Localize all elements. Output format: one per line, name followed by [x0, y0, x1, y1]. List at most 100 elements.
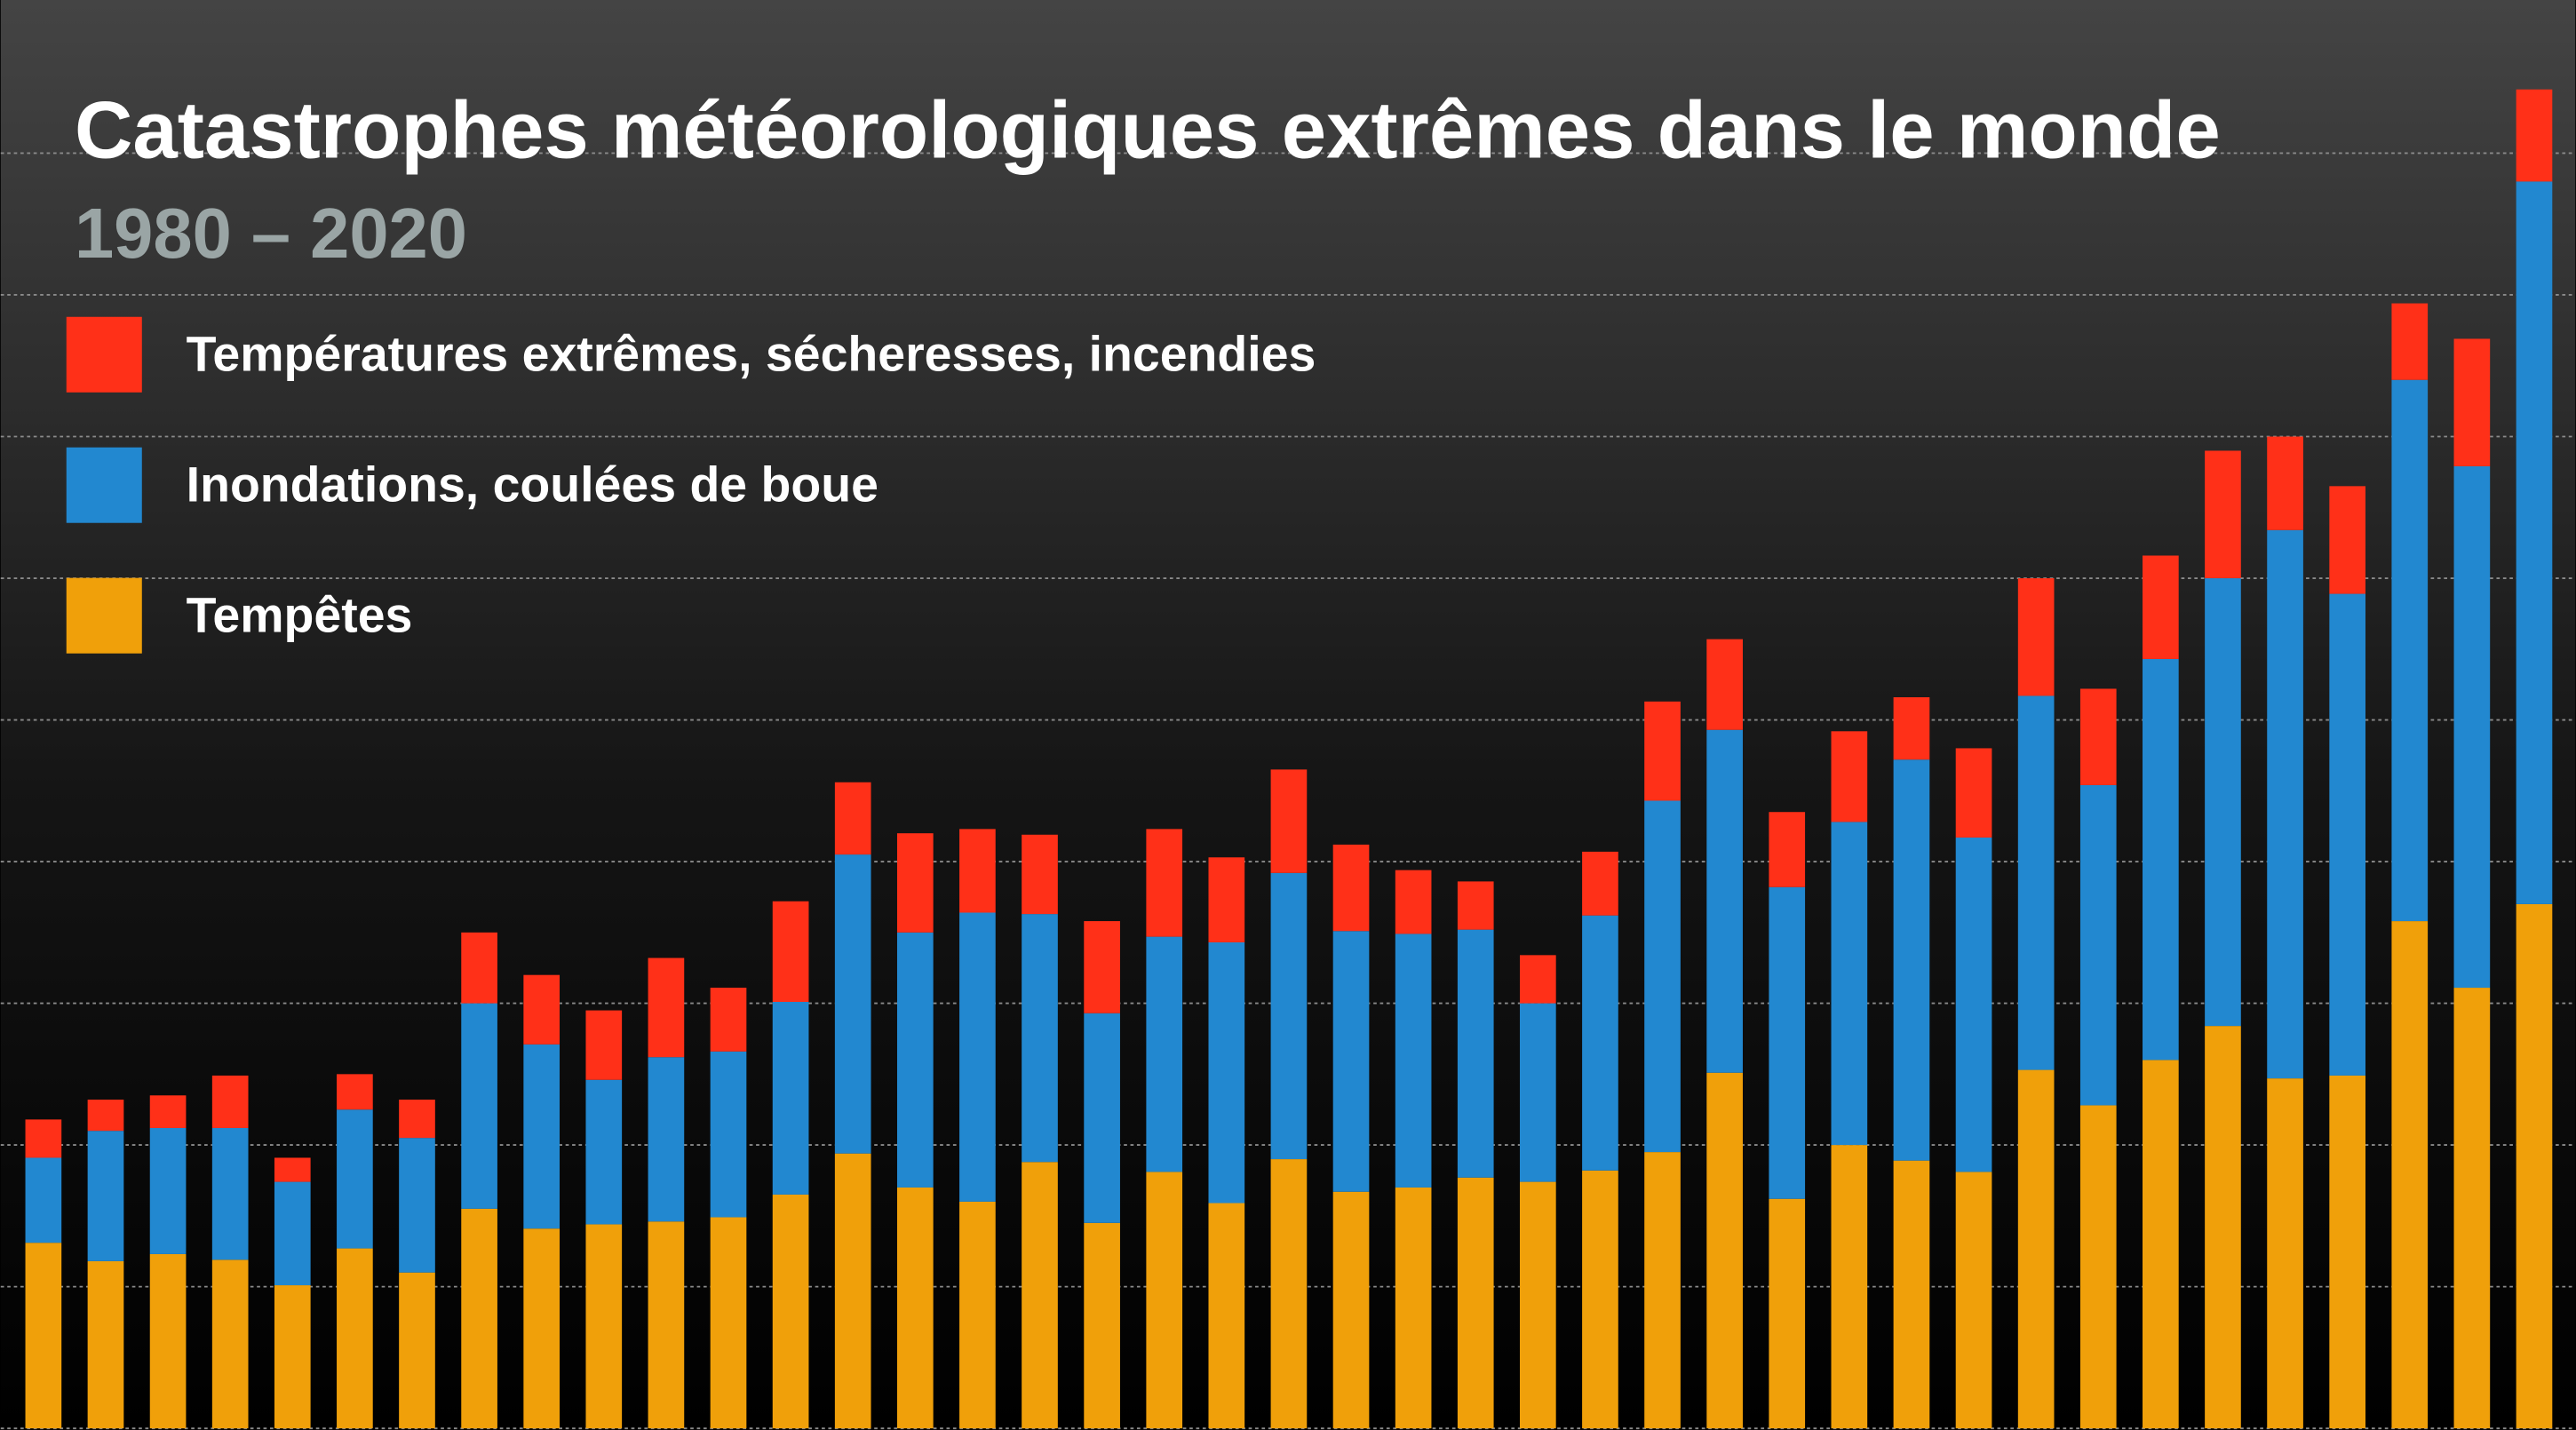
bar-segment	[710, 1217, 747, 1429]
bar-segment	[585, 1079, 623, 1225]
bar-segment	[834, 1153, 871, 1429]
bar-segment	[1520, 1003, 1556, 1182]
bar-segment	[2391, 379, 2429, 922]
bar-segment	[1769, 1198, 1806, 1429]
bar-segment	[1270, 1159, 1308, 1429]
bar-segment	[2267, 1078, 2303, 1429]
bar-segment	[2143, 658, 2179, 1061]
bar-segment	[1208, 941, 1245, 1204]
bar-segment	[1208, 1203, 1245, 1429]
bar-segment	[834, 782, 871, 855]
bar-segment	[1270, 769, 1308, 873]
bar-segment	[399, 1272, 435, 1429]
bar-segment	[896, 1187, 934, 1429]
bar-segment	[1769, 812, 1806, 887]
bar-segment	[1332, 931, 1370, 1192]
bar-segment	[1955, 748, 1992, 838]
legend: Températures extrêmes, sécheresses, ince…	[66, 316, 1316, 654]
bar-segment	[1893, 1160, 1930, 1429]
bar-segment	[1146, 1172, 1183, 1429]
bar-segment	[2391, 921, 2429, 1429]
bar-segment	[1769, 886, 1806, 1199]
bar-segment	[1457, 1177, 1494, 1429]
legend-label: Tempêtes	[187, 588, 413, 643]
bar-segment	[461, 932, 497, 1004]
bar-segment	[274, 1181, 311, 1286]
bar-segment	[25, 1243, 62, 1429]
bar-segment	[648, 1057, 685, 1222]
bar-segment	[2516, 89, 2553, 182]
bar-segment	[959, 1201, 996, 1429]
bar-segment	[1022, 1162, 1058, 1429]
bar-segment	[1332, 1191, 1370, 1429]
bar-segment	[1146, 936, 1183, 1172]
bar-segment	[2205, 578, 2241, 1027]
bar-segment	[1457, 881, 1494, 930]
bar-segment	[1520, 955, 1556, 1004]
bar-segment	[1395, 870, 1432, 934]
bar-segment	[2453, 988, 2491, 1429]
bar-segment	[523, 1228, 561, 1429]
bar-segment	[1332, 844, 1370, 932]
bar-segment	[337, 1109, 373, 1249]
bar-segment	[2017, 578, 2055, 696]
bar-segment	[1582, 915, 1618, 1171]
bar-segment	[2205, 450, 2241, 579]
bar-segment	[585, 1224, 623, 1429]
bar-segment	[149, 1095, 187, 1128]
bar-segment	[1644, 701, 1681, 801]
bar-segment	[2143, 1060, 2179, 1429]
legend-swatch	[66, 447, 142, 523]
bar-segment	[1146, 829, 1183, 937]
bar-segment	[399, 1100, 435, 1139]
bar-segment	[1955, 1172, 1992, 1429]
bar-segment	[149, 1253, 187, 1429]
legend-swatch	[66, 316, 142, 393]
bar-segment	[959, 912, 996, 1202]
bar-segment	[2453, 466, 2491, 989]
bar-segment	[2017, 695, 2055, 1070]
legend-swatch	[66, 577, 142, 654]
bar-segment	[461, 1208, 497, 1429]
bar-segment	[1706, 639, 1743, 730]
bar-segment	[2453, 338, 2491, 467]
bar-segment	[648, 957, 685, 1058]
bar-segment	[1644, 800, 1681, 1153]
bar-segment	[2329, 593, 2365, 1076]
bar-segment	[1706, 1072, 1743, 1429]
bar-segment	[1893, 697, 1930, 760]
bar-segment	[1084, 1013, 1120, 1223]
bar-segment	[2329, 1075, 2365, 1429]
bar-segment	[2391, 303, 2429, 380]
bar-segment	[1893, 759, 1930, 1161]
bar-segment	[87, 1131, 124, 1261]
bar-segment	[834, 854, 871, 1154]
legend-label: Inondations, coulées de boue	[187, 457, 879, 512]
bar-segment	[710, 1051, 747, 1218]
bar-segment	[523, 974, 561, 1045]
bar-segment	[211, 1259, 249, 1429]
bar-segment	[1520, 1181, 1556, 1429]
bar-segment	[772, 1001, 809, 1195]
bar-segment	[25, 1157, 62, 1243]
bar-segment	[2017, 1069, 2055, 1429]
bar-segment	[274, 1285, 311, 1429]
bar-segment	[1831, 1145, 1868, 1429]
bar-segment	[1955, 837, 1992, 1172]
bar-segment	[896, 932, 934, 1188]
bar-segment	[211, 1127, 249, 1260]
bar-segment	[461, 1003, 497, 1209]
bar-segment	[523, 1044, 561, 1229]
bar-segment	[710, 988, 747, 1052]
bar-segment	[1270, 872, 1308, 1160]
bar-segment	[1706, 729, 1743, 1073]
bar-segment	[2267, 529, 2303, 1079]
bar-segment	[2079, 1105, 2117, 1429]
bar-segment	[25, 1119, 62, 1158]
bar-segment	[1208, 857, 1245, 942]
bar-segment	[337, 1248, 373, 1429]
bar-segment	[87, 1100, 124, 1132]
bar-segment	[896, 833, 934, 933]
